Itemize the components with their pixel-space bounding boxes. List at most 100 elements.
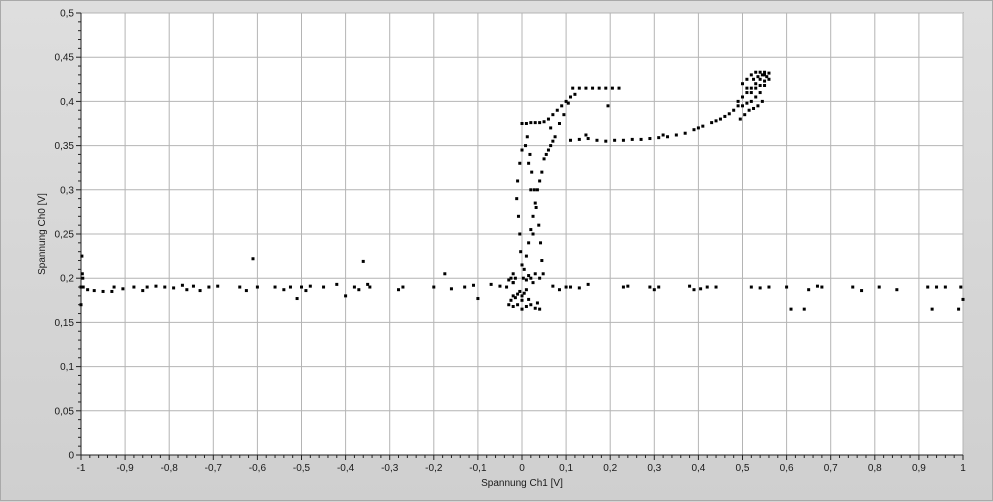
data-point — [295, 297, 299, 301]
data-point — [282, 288, 286, 292]
data-point — [79, 303, 83, 307]
data-point — [657, 285, 661, 289]
data-point — [533, 121, 537, 125]
data-point — [537, 223, 541, 227]
data-point — [586, 137, 590, 141]
data-point — [132, 285, 136, 289]
y-axis: 0 0,05 0,1 0,15 0,2 0,25 0,3 0,35 0,4 0,45 0,5 — [55, 9, 82, 462]
data-point — [961, 297, 965, 301]
x-tick-label: 0,7 — [824, 463, 838, 474]
data-point — [546, 117, 550, 121]
data-point — [101, 289, 105, 293]
data-point — [515, 197, 519, 201]
data-point — [749, 99, 753, 103]
data-point — [551, 139, 555, 143]
data-point — [760, 99, 764, 103]
x-tick-label: -0,1 — [469, 463, 487, 474]
x-tick-label: 0,4 — [691, 463, 705, 474]
data-point — [520, 307, 524, 311]
data-point — [718, 117, 722, 121]
data-point — [511, 294, 515, 298]
data-point — [81, 285, 85, 289]
data-point — [532, 188, 536, 192]
data-point — [763, 73, 767, 77]
data-point — [736, 99, 740, 103]
data-point — [357, 288, 361, 292]
data-point — [522, 267, 526, 271]
y-tick-label: 0 — [68, 451, 74, 462]
data-point — [699, 287, 703, 291]
data-point — [529, 188, 533, 192]
x-tick-label: -0,3 — [381, 463, 399, 474]
data-point — [763, 79, 767, 83]
data-point — [542, 120, 546, 124]
data-point — [531, 281, 535, 285]
data-point — [957, 307, 961, 311]
data-point — [513, 276, 517, 280]
grid-lines — [80, 12, 964, 456]
data-point — [688, 284, 692, 288]
data-point — [538, 121, 542, 125]
data-point — [308, 284, 312, 288]
data-point — [524, 122, 528, 125]
data-point — [432, 285, 436, 289]
data-point — [516, 214, 520, 218]
data-point — [553, 135, 557, 139]
data-point — [743, 113, 747, 117]
data-point — [507, 303, 511, 307]
data-point — [749, 91, 753, 95]
data-point — [344, 294, 348, 298]
data-point — [528, 152, 532, 156]
data-point — [141, 289, 145, 293]
data-point — [745, 77, 749, 81]
data-point — [207, 285, 211, 289]
y-tick-label: 0,5 — [60, 9, 74, 20]
data-point — [767, 77, 771, 81]
data-point — [763, 70, 767, 74]
data-point — [288, 285, 292, 289]
x-tick-label: 0,1 — [559, 463, 573, 474]
data-point — [449, 287, 453, 291]
data-point — [815, 284, 819, 288]
data-point — [692, 288, 696, 292]
y-tick-label: 0,35 — [55, 141, 75, 152]
data-point — [476, 297, 480, 301]
data-point — [516, 303, 520, 307]
data-point — [767, 285, 771, 289]
data-point — [767, 71, 771, 75]
y-tick-label: 0,25 — [55, 230, 75, 241]
data-point — [877, 285, 881, 289]
data-point — [577, 86, 581, 90]
data-point — [895, 288, 899, 292]
data-point — [538, 307, 542, 311]
data-point — [758, 286, 762, 290]
data-point — [520, 294, 524, 298]
data-point — [577, 286, 581, 290]
data-point — [535, 188, 539, 192]
data-point — [529, 121, 533, 125]
data-point — [542, 157, 546, 161]
data-point — [520, 298, 524, 302]
data-point — [549, 126, 553, 130]
data-point — [738, 117, 742, 121]
x-tick-label: 0,2 — [603, 463, 617, 474]
data-point — [566, 101, 570, 105]
data-point — [557, 122, 561, 125]
data-point — [604, 86, 608, 90]
data-point — [551, 113, 555, 117]
data-point — [666, 135, 670, 139]
data-point — [80, 272, 84, 276]
y-tick-label: 0,4 — [60, 97, 74, 108]
data-point — [657, 136, 661, 140]
data-point — [535, 301, 539, 305]
data-point — [191, 284, 195, 288]
data-point — [760, 73, 764, 77]
data-point — [489, 282, 493, 286]
data-point — [652, 288, 656, 292]
data-point — [163, 285, 167, 289]
data-point — [930, 307, 934, 311]
data-point — [606, 104, 610, 108]
data-point — [692, 128, 696, 132]
data-point — [531, 214, 535, 218]
data-point — [959, 285, 963, 289]
